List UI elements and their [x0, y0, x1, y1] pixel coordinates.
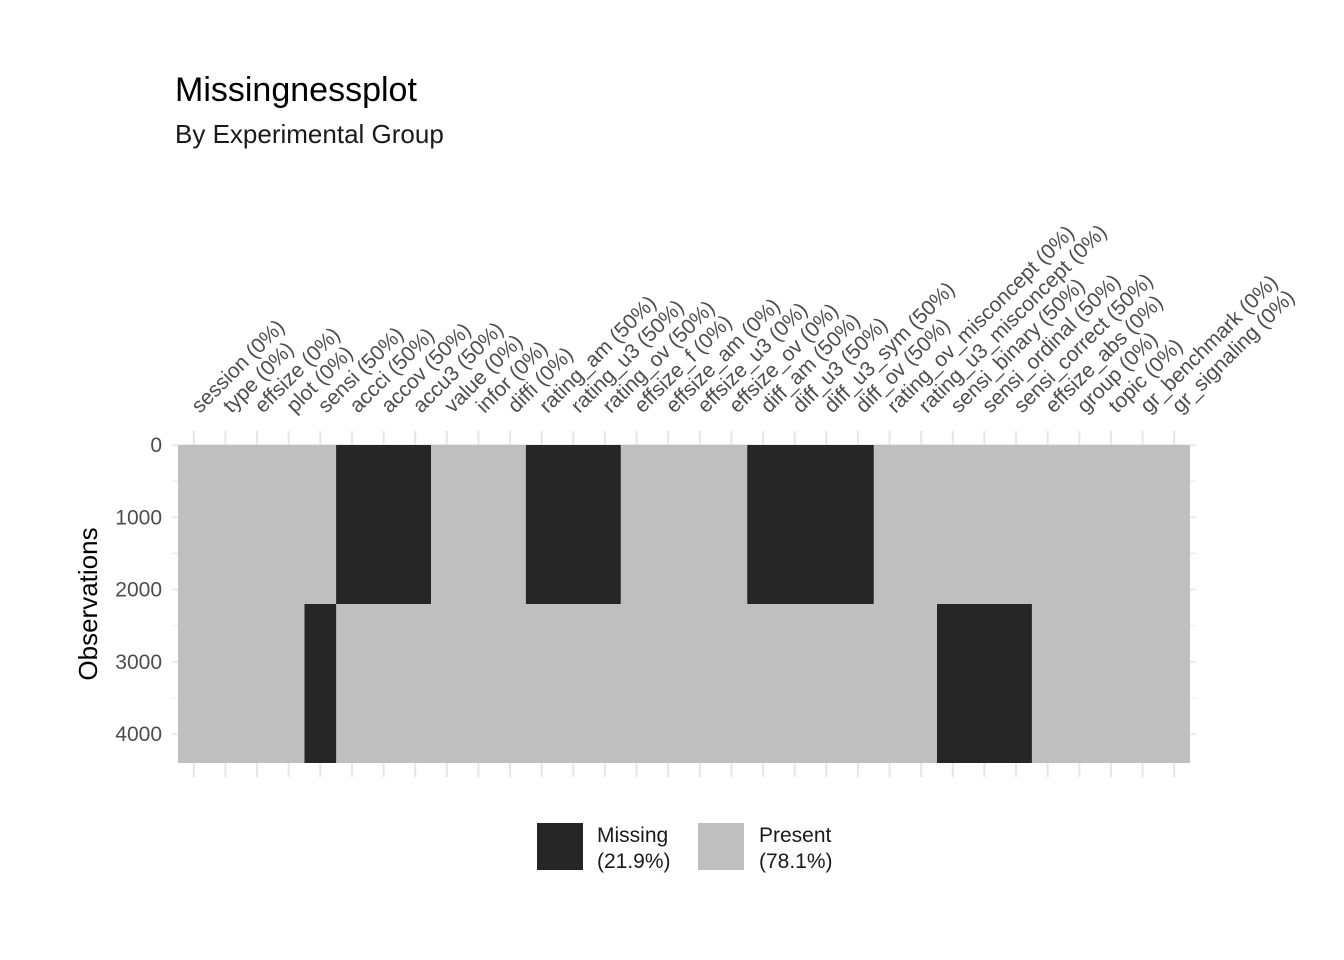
y-axis-title: Observations: [73, 527, 103, 680]
y-axis-ticks: 0 1000 2000 3000 4000: [115, 434, 162, 746]
legend-swatch: [537, 823, 583, 870]
missing-block: [525, 445, 621, 604]
y-tick-label: 3000: [115, 651, 162, 674]
missing-block: [937, 604, 1032, 763]
heatmap-cells: [178, 445, 1190, 763]
missing-block: [304, 604, 337, 763]
missing-block: [336, 445, 431, 604]
legend-swatch: [698, 823, 744, 870]
legend: Missing (21.9%) Present (78.1%): [537, 823, 833, 873]
missing-block: [747, 445, 874, 604]
column-labels: session (0%)type (0%)effsize (0%)plot (0…: [187, 221, 1299, 418]
legend-label: Present: [759, 824, 832, 847]
legend-percent: (21.9%): [597, 850, 671, 873]
chart-title: Missingnessplot: [175, 71, 417, 109]
legend-label: Missing: [597, 824, 668, 847]
y-tick-label: 1000: [115, 506, 162, 529]
chart-subtitle: By Experimental Group: [175, 119, 444, 149]
y-tick-label: 2000: [115, 579, 162, 602]
legend-percent: (78.1%): [759, 850, 833, 873]
y-tick-label: 0: [150, 434, 162, 457]
y-tick-label: 4000: [115, 723, 162, 746]
